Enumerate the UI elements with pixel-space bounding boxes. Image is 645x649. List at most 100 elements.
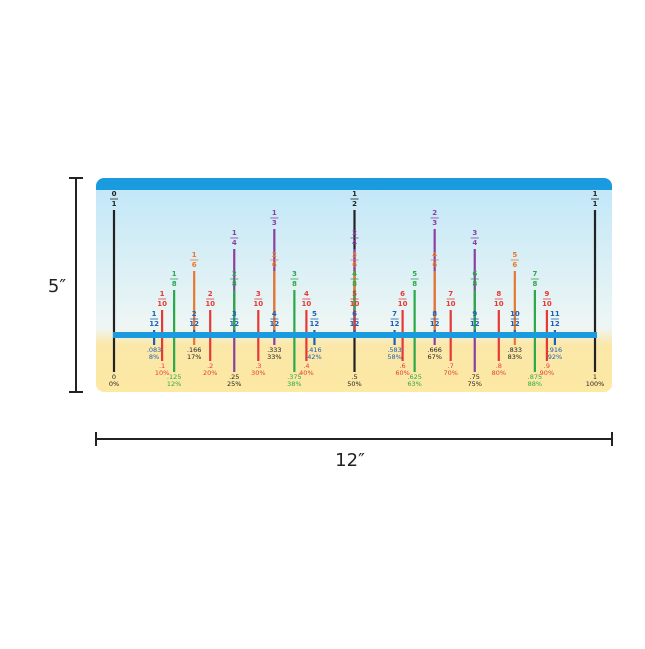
decimal-label: .583: [387, 346, 401, 354]
decimal-label: .1: [159, 362, 165, 370]
denominator: 10: [205, 300, 215, 308]
numerator: 2: [208, 290, 213, 298]
denominator: 8: [292, 280, 297, 288]
denominator: 4: [472, 239, 477, 247]
denominator: 10: [350, 300, 360, 308]
decimal-label: .333: [267, 346, 281, 354]
numerator: 7: [392, 310, 397, 318]
decimal-label: .7: [448, 362, 454, 370]
denominator: 8: [352, 280, 357, 288]
denominator: 4: [232, 239, 237, 247]
numerator: 1: [352, 190, 357, 198]
denominator: 12: [229, 320, 239, 328]
decimal-label: .125: [167, 373, 181, 381]
percent-label: 25%: [227, 380, 241, 388]
decimal-label: .75: [470, 373, 480, 381]
numerator: 1: [152, 310, 157, 318]
denominator: 3: [272, 219, 277, 227]
decimal-label: .3: [255, 362, 261, 370]
denominator: 10: [398, 300, 408, 308]
denominator: 2: [352, 200, 357, 208]
denominator: 3: [432, 219, 437, 227]
numerator: 3: [352, 251, 357, 259]
banner-top: [96, 178, 612, 190]
denominator: 12: [390, 320, 400, 328]
numerator: 0: [112, 190, 117, 198]
denominator: 6: [432, 261, 437, 269]
denominator: 8: [532, 280, 537, 288]
percent-label: 75%: [468, 380, 482, 388]
denominator: 10: [446, 300, 456, 308]
denominator: 6: [512, 261, 517, 269]
decimal-label: .416: [307, 346, 321, 354]
decimal-label: .916: [548, 346, 562, 354]
number-line: [113, 332, 597, 338]
width-label: 12″: [335, 450, 365, 471]
percent-label: 12%: [167, 380, 181, 388]
percent-label: 38%: [287, 380, 301, 388]
decimal-label: .6: [399, 362, 405, 370]
height-label: 5″: [48, 276, 66, 297]
denominator: 10: [542, 300, 552, 308]
denominator: 8: [232, 280, 237, 288]
denominator: 12: [269, 320, 279, 328]
denominator: 8: [412, 280, 417, 288]
denominator: 12: [550, 320, 560, 328]
percent-label: 83%: [508, 353, 522, 361]
numerator: 1: [272, 209, 277, 217]
numerator: 6: [352, 310, 357, 318]
decimal-label: .375: [287, 373, 301, 381]
percent-label: 40%: [299, 369, 313, 377]
numerator: 5: [512, 251, 517, 259]
numerator: 3: [256, 290, 261, 298]
numerator: 5: [312, 310, 317, 318]
denominator: 6: [352, 261, 357, 269]
decimal-label: .625: [407, 373, 421, 381]
numerator: 1: [172, 270, 177, 278]
decimal-label: .666: [427, 346, 441, 354]
percent-label: 50%: [347, 380, 361, 388]
numerator: 2: [232, 270, 237, 278]
numerator: 1: [192, 251, 197, 259]
decimal-label: .083: [147, 346, 161, 354]
numerator: 8: [496, 290, 501, 298]
percent-label: 30%: [251, 369, 265, 377]
decimal-label: .166: [187, 346, 201, 354]
percent-label: 60%: [395, 369, 409, 377]
denominator: 12: [189, 320, 199, 328]
numerator: 9: [472, 310, 477, 318]
percent-label: 17%: [187, 353, 201, 361]
numerator: 3: [232, 310, 237, 318]
denominator: 12: [510, 320, 520, 328]
percent-label: 20%: [203, 369, 217, 377]
decimal-label: .2: [207, 362, 213, 370]
numerator: 3: [472, 229, 477, 237]
decimal-label: 0: [112, 373, 116, 381]
percent-label: 10%: [155, 369, 169, 377]
percent-label: 92%: [548, 353, 562, 361]
percent-label: 63%: [407, 380, 421, 388]
labels: 0100%111100%12.550%13.33333%23.66667%14.…: [109, 190, 604, 388]
denominator: 10: [302, 300, 312, 308]
denominator: 12: [310, 320, 320, 328]
numerator: 4: [304, 290, 309, 298]
numerator: 8: [432, 310, 437, 318]
numerator: 1: [160, 290, 165, 298]
numerator: 2: [432, 209, 437, 217]
denominator: 6: [272, 261, 277, 269]
decimal-label: .5: [351, 373, 357, 381]
numerator: 3: [292, 270, 297, 278]
decimal-label: .8: [496, 362, 502, 370]
decimal-label: .25: [229, 373, 239, 381]
denominator: 12: [430, 320, 440, 328]
denominator: 8: [172, 280, 177, 288]
numerator: 4: [272, 310, 277, 318]
denominator: 8: [472, 280, 477, 288]
numerator: 7: [448, 290, 453, 298]
numerator: 2: [272, 251, 277, 259]
denominator: 10: [157, 300, 167, 308]
height-dimension: [69, 177, 83, 393]
numerator: 7: [532, 270, 537, 278]
denominator: 4: [352, 239, 357, 247]
